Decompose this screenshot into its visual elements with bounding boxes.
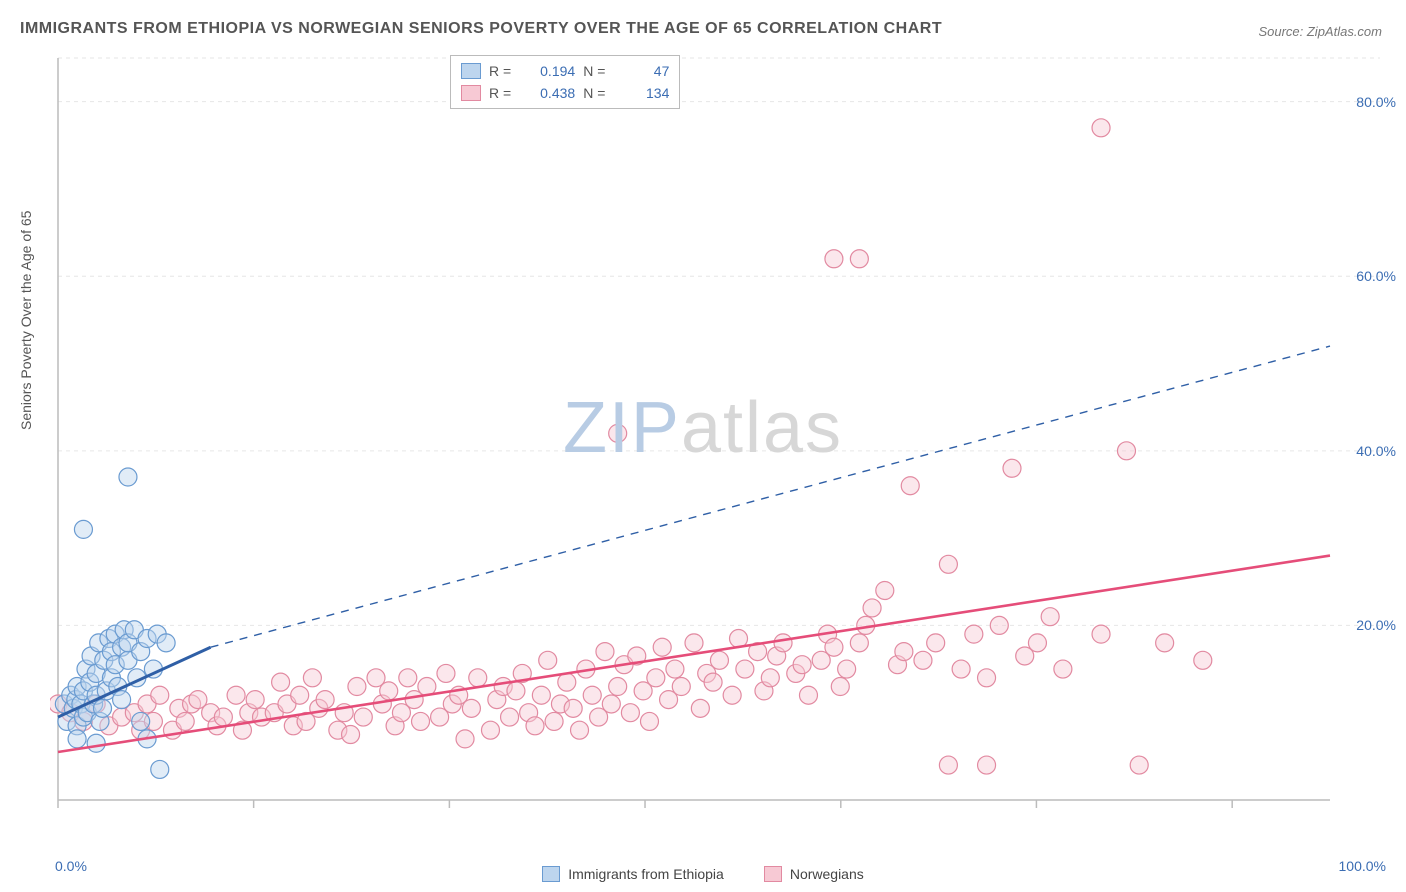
- swatch-series-a: [461, 63, 481, 79]
- y-tick-40: 40.0%: [1356, 443, 1396, 459]
- chart-title: IMMIGRANTS FROM ETHIOPIA VS NORWEGIAN SE…: [20, 20, 942, 38]
- source-name: ZipAtlas.com: [1307, 24, 1382, 39]
- source-label: Source:: [1258, 24, 1306, 39]
- y-tick-60: 60.0%: [1356, 268, 1396, 284]
- correlation-legend: R = 0.194 N = 47 R = 0.438 N = 134: [450, 55, 680, 109]
- legend-label-b: Norwegians: [790, 866, 864, 882]
- swatch2-series-a: [542, 866, 560, 882]
- r-value-a: 0.194: [519, 63, 575, 79]
- legend-row-b: R = 0.438 N = 134: [461, 82, 669, 104]
- legend-item-b: Norwegians: [764, 866, 864, 882]
- series-legend: Immigrants from Ethiopia Norwegians: [0, 866, 1406, 882]
- x-tick-100: 100.0%: [1339, 858, 1386, 874]
- legend-item-a: Immigrants from Ethiopia: [542, 866, 724, 882]
- n-label-b: N =: [583, 85, 605, 101]
- r-label-a: R =: [489, 63, 511, 79]
- y-axis-label: Seniors Poverty Over the Age of 65: [18, 211, 34, 430]
- n-label-a: N =: [583, 63, 605, 79]
- legend-label-a: Immigrants from Ethiopia: [568, 866, 724, 882]
- r-label-b: R =: [489, 85, 511, 101]
- swatch-series-b: [461, 85, 481, 101]
- legend-row-a: R = 0.194 N = 47: [461, 60, 669, 82]
- n-value-a: 47: [613, 63, 669, 79]
- y-tick-80: 80.0%: [1356, 94, 1396, 110]
- source-attribution: Source: ZipAtlas.com: [1258, 24, 1382, 39]
- r-value-b: 0.438: [519, 85, 575, 101]
- x-tick-0: 0.0%: [55, 858, 87, 874]
- n-value-b: 134: [613, 85, 669, 101]
- y-tick-20: 20.0%: [1356, 617, 1396, 633]
- scatter-plot: [50, 50, 1380, 840]
- chart-svg: [50, 50, 1380, 840]
- swatch2-series-b: [764, 866, 782, 882]
